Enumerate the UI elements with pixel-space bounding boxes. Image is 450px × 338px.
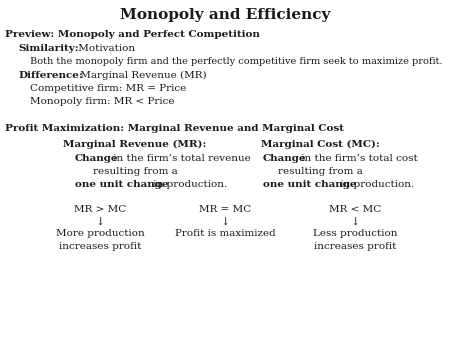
Text: More production: More production: [56, 229, 144, 238]
Text: one unit change: one unit change: [263, 180, 356, 189]
Text: in the firm’s total revenue: in the firm’s total revenue: [110, 154, 251, 163]
Text: Both the monopoly firm and the perfectly competitive firm seek to maximize profi: Both the monopoly firm and the perfectly…: [30, 57, 443, 66]
Text: Monopoly and Efficiency: Monopoly and Efficiency: [120, 8, 330, 22]
Text: Monopoly firm: MR < Price: Monopoly firm: MR < Price: [30, 97, 175, 106]
Text: ↓: ↓: [95, 218, 105, 228]
Text: Less production: Less production: [313, 229, 397, 238]
Text: one unit change: one unit change: [75, 180, 168, 189]
Text: MR > MC: MR > MC: [74, 205, 126, 214]
Text: Marginal Revenue (MR): Marginal Revenue (MR): [77, 71, 207, 80]
Text: Similarity:: Similarity:: [18, 44, 79, 53]
Text: Change: Change: [263, 154, 306, 163]
Text: MR < MC: MR < MC: [329, 205, 381, 214]
Text: in production.: in production.: [150, 180, 227, 189]
Text: Marginal Cost (MC):: Marginal Cost (MC):: [261, 140, 379, 149]
Text: Profit is maximized: Profit is maximized: [175, 229, 275, 238]
Text: resulting from a: resulting from a: [278, 167, 362, 176]
Text: in production.: in production.: [337, 180, 414, 189]
Text: in the firm’s total cost: in the firm’s total cost: [298, 154, 418, 163]
Text: increases profit: increases profit: [59, 242, 141, 251]
Text: Change: Change: [75, 154, 118, 163]
Text: increases profit: increases profit: [314, 242, 396, 251]
Text: ↓: ↓: [350, 218, 360, 228]
Text: Preview: Monopoly and Perfect Competition: Preview: Monopoly and Perfect Competitio…: [5, 30, 260, 39]
Text: Marginal Revenue (MR):: Marginal Revenue (MR):: [63, 140, 207, 149]
Text: ↓: ↓: [220, 218, 230, 228]
Text: Competitive firm: MR = Price: Competitive firm: MR = Price: [30, 84, 186, 93]
Text: MR = MC: MR = MC: [199, 205, 251, 214]
Text: resulting from a: resulting from a: [93, 167, 177, 176]
Text: Difference:: Difference:: [18, 71, 83, 80]
Text: Profit Maximization: Marginal Revenue and Marginal Cost: Profit Maximization: Marginal Revenue an…: [5, 124, 344, 133]
Text: Motivation: Motivation: [75, 44, 135, 53]
